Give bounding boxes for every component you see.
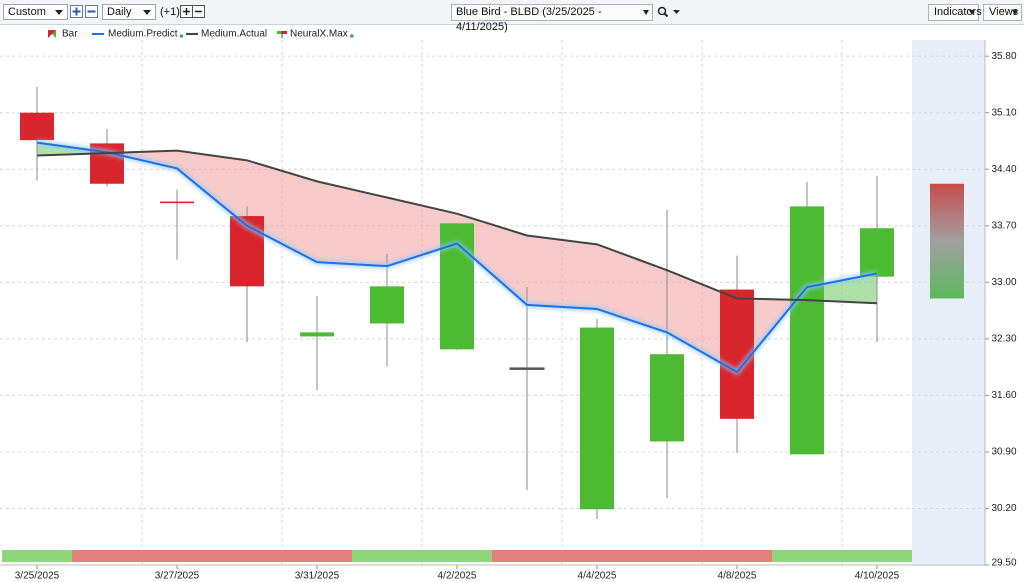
- legend-label: Medium.Predict: [108, 29, 178, 40]
- candle-body: [650, 354, 684, 442]
- signal-segment: [842, 550, 912, 562]
- signal-segment: [282, 550, 352, 562]
- series-line: [36, 149, 878, 305]
- x-tick-label: 3/27/2025: [155, 571, 200, 582]
- candle-body: [300, 332, 334, 337]
- candle-body: [20, 112, 54, 141]
- signal-segment: [492, 550, 562, 562]
- signal-segment: [632, 550, 702, 562]
- signal-segment: [212, 550, 282, 562]
- x-tick-label: 4/8/2025: [718, 571, 757, 582]
- candle-body: [370, 286, 404, 324]
- legend-label: Medium.Actual: [201, 29, 267, 40]
- legend-icon: [48, 30, 56, 38]
- offset-minus[interactable]: [192, 5, 205, 18]
- candle-body: [790, 206, 824, 455]
- signal-segment: [422, 550, 492, 562]
- candle-body: [160, 201, 194, 204]
- legend-label: NeuralX.Max: [290, 29, 348, 40]
- y-tick-label: 31.60: [991, 390, 1016, 401]
- signal-segment: [352, 550, 422, 562]
- candle-body: [509, 367, 545, 370]
- y-tick-label: 32.30: [991, 333, 1016, 344]
- legend-icon: [282, 31, 287, 34]
- minus-icon: [87, 10, 96, 13]
- spread-fill: [527, 235, 597, 309]
- spread-fill: [177, 150, 247, 226]
- y-tick-label: 29.50: [991, 558, 1016, 569]
- spread-fill: [597, 244, 667, 333]
- chart: 29.50 30.20 30.90 31.60 32.30 33.00 33.70 34.40…: [0, 29, 1017, 582]
- x-tick-label: 3/31/2025: [295, 571, 340, 582]
- plus-icon: [183, 8, 190, 15]
- signal-segment: [72, 550, 142, 562]
- signal-segment: [562, 550, 632, 562]
- forecast-bar: [930, 183, 964, 299]
- minus-icon: [195, 10, 202, 13]
- signal-segment: [702, 550, 772, 562]
- signal-segment: [142, 550, 212, 562]
- x-tick-label: 4/2/2025: [438, 571, 477, 582]
- y-tick-label: 34.40: [991, 164, 1016, 175]
- symbol-box[interactable]: Blue Bird - BLBD (3/25/2025 - 4/11/2025): [451, 4, 653, 33]
- interval-select[interactable]: Daily: [102, 4, 156, 20]
- spread-fill: [807, 273, 877, 304]
- x-tick-label: 3/25/2025: [15, 571, 60, 582]
- signal-segment: [772, 550, 842, 562]
- zoom-in[interactable]: [70, 5, 83, 18]
- legend-label: Bar: [62, 29, 78, 40]
- candle-body: [720, 289, 754, 419]
- legend-dot: [350, 34, 354, 38]
- spread-fill: [457, 213, 527, 305]
- y-tick-label: 33.70: [991, 220, 1016, 231]
- y-tick-label: 35.10: [991, 107, 1016, 118]
- series-line: [36, 141, 878, 374]
- plus-icon: [72, 7, 81, 16]
- candle-body: [860, 228, 894, 277]
- legend-dot: [179, 34, 184, 38]
- spread-fill: [247, 160, 317, 263]
- indicators-button[interactable]: Indicators: [928, 4, 982, 21]
- y-tick-label: 30.90: [991, 447, 1016, 458]
- candle-body: [580, 327, 614, 510]
- spread-fill: [667, 270, 737, 372]
- forecast-zone: [912, 40, 985, 565]
- x-tick-label: 4/4/2025: [578, 571, 617, 582]
- offset-label: (+1): [160, 6, 180, 18]
- period-select[interactable]: Custom: [3, 4, 68, 20]
- signal-segment: [2, 550, 72, 562]
- y-tick-label: 30.20: [991, 503, 1016, 514]
- search-icon[interactable]: [657, 6, 683, 19]
- spread-fill: [317, 181, 387, 267]
- toolbar: Custom Daily (+1) Blue Bird - BLBD (3/25…: [0, 0, 1024, 33]
- y-tick-label: 35.80: [991, 51, 1016, 62]
- zoom-out[interactable]: [85, 5, 98, 18]
- y-tick-label: 33.00: [991, 277, 1016, 288]
- legend: Bar Medium.Predict Medium.Actual NeuralX.Ma…: [48, 29, 354, 40]
- legend-icon: [277, 31, 282, 34]
- views-button[interactable]: Views: [983, 4, 1022, 21]
- x-tick-label: 4/10/2025: [855, 571, 900, 582]
